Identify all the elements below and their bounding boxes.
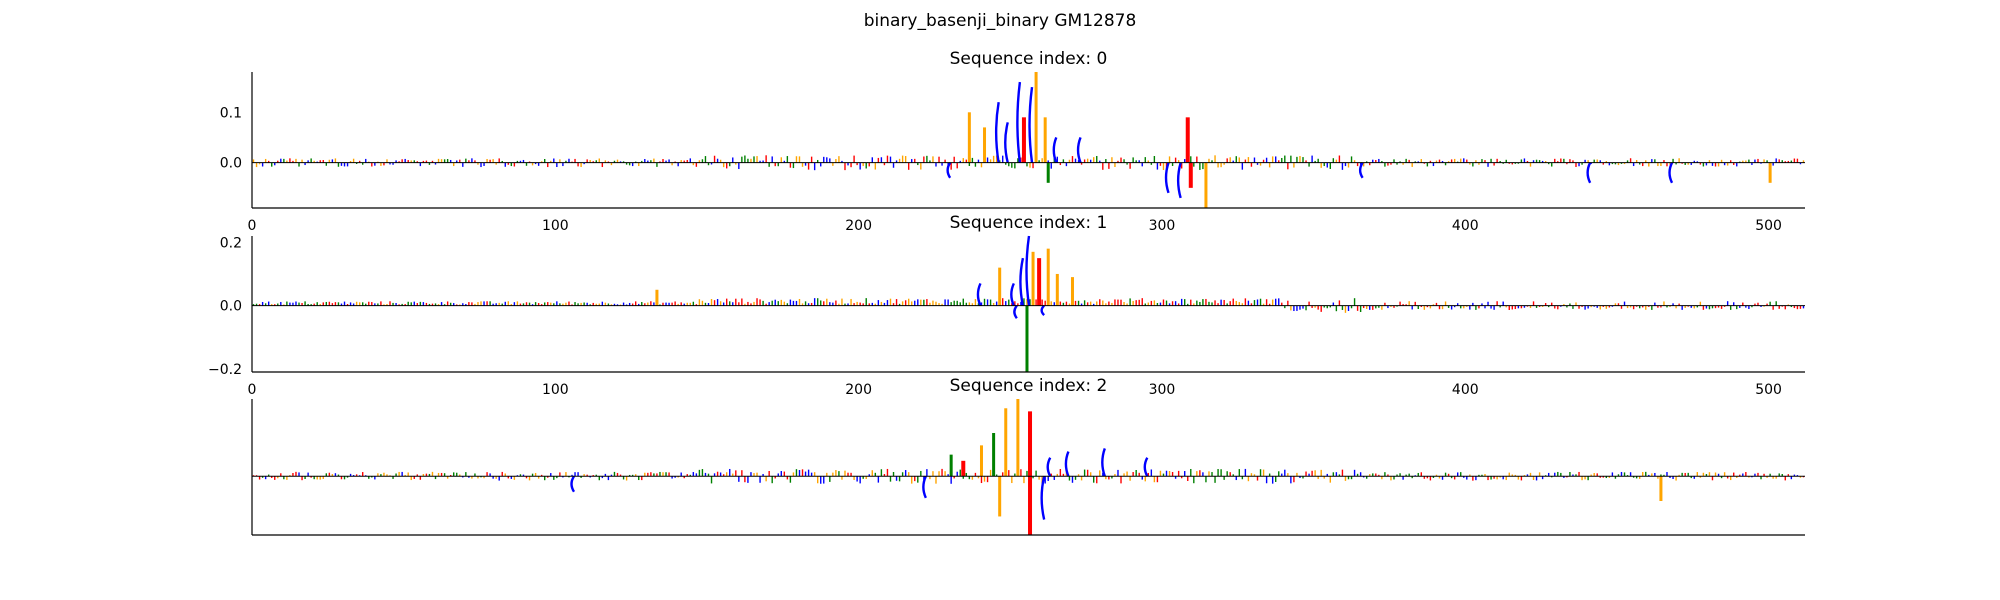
logo-peak-G: [1034, 72, 1038, 163]
panel-title: Sequence index: 1: [950, 213, 1108, 233]
logo-peak-G: [1204, 162, 1208, 208]
logo-peak-G: [1659, 476, 1663, 501]
logo-peak-C: [1358, 162, 1364, 179]
x-tick-label: 500: [1755, 382, 1782, 398]
x-tick-label: 400: [1452, 382, 1479, 398]
logo-peak-T: [1188, 162, 1193, 188]
logo-peak-G: [1031, 251, 1035, 306]
x-tick-label: 400: [1452, 218, 1479, 234]
logo-peak-G: [1768, 162, 1772, 183]
panel-1: Sequence index: 1 0.2 0.0 −0.2 0 100 200 300 400…: [208, 213, 1805, 398]
logo-peak-A: [992, 433, 996, 477]
logo-peak-T: [1028, 476, 1033, 535]
logo-peak-C: [976, 282, 982, 307]
logo-peak-C: [1052, 137, 1058, 164]
panel-title: Sequence index: 2: [950, 376, 1108, 396]
panels: Sequence index: 00.10.00 100 200 300 400 500S…: [208, 49, 1805, 536]
panel-2: Sequence index: 2: [251, 376, 1805, 536]
logo-peak-G: [1043, 117, 1047, 163]
x-tick-label: 300: [1149, 382, 1176, 398]
y-tick-label: 0.2: [220, 235, 242, 251]
panel-title: Sequence index: 0: [950, 49, 1108, 69]
logo-peak-A: [1046, 162, 1050, 183]
panel-0: Sequence index: 0 0.1 0.0 0 100 200 300 400 500: [220, 49, 1805, 234]
logo-peak-T: [1037, 258, 1042, 306]
x-tick-label: 0: [248, 218, 257, 234]
logo-peak-C: [1064, 451, 1070, 477]
logo-peak-G: [1055, 273, 1059, 306]
x-tick-label: 0: [248, 382, 257, 398]
logo-peak-G: [1070, 277, 1074, 306]
logo-peak-G: [979, 445, 983, 477]
logo-peak-C: [1143, 457, 1149, 477]
logo-peak-C: [994, 102, 1000, 163]
y-tick-label: 0.1: [220, 105, 242, 121]
x-tick-label: 200: [845, 218, 872, 234]
logo-peak-C: [946, 162, 952, 179]
logo-peak-C: [1013, 304, 1018, 319]
logo-peak-C: [1076, 137, 1082, 164]
logo-peak-G: [998, 476, 1002, 517]
x-tick-label: 500: [1755, 218, 1782, 234]
logo-peak-C: [1164, 162, 1170, 194]
logo-peak-G: [655, 289, 659, 306]
x-tick-label: 200: [845, 382, 872, 398]
logo-peak-A: [949, 454, 953, 477]
logo-peak-C: [1046, 457, 1052, 477]
logo-peak-G: [998, 267, 1002, 306]
logo-peak-T: [1028, 411, 1033, 477]
logo-peak-G: [1046, 248, 1050, 306]
logo-peak-T: [961, 460, 966, 477]
logo-peak-C: [1101, 448, 1106, 477]
y-tick-label: 0.0: [220, 156, 242, 172]
logo-peak-C: [1019, 257, 1025, 306]
y-tick-label: −0.2: [208, 362, 242, 378]
logo-peak-G: [1016, 399, 1020, 477]
logo-peak-G: [1004, 408, 1008, 477]
figure-title: binary_basenji_binary GM12878: [864, 11, 1137, 31]
logo-peak-C: [922, 475, 927, 499]
logo-peak-G: [983, 127, 987, 163]
logo-peak-T: [1021, 117, 1026, 163]
logo-peak-C: [1025, 235, 1031, 306]
logo-peak-C: [1040, 304, 1046, 316]
logo-peak-C: [1668, 162, 1674, 184]
x-tick-label: 100: [542, 382, 569, 398]
logo-peak-C: [1016, 81, 1022, 163]
logo-peak-C: [1176, 162, 1182, 199]
y-tick-label: 0.0: [220, 299, 242, 315]
logo-peak-C: [570, 475, 576, 493]
logo-peak-A: [1025, 305, 1029, 372]
logo-peak-C: [1010, 282, 1015, 307]
x-tick-label: 300: [1149, 218, 1176, 234]
logo-peak-T: [1185, 117, 1190, 163]
logo-peak-G: [967, 112, 971, 163]
logo-peak-C: [1028, 86, 1034, 163]
logo-peak-C: [1004, 122, 1009, 163]
logo-peak-C: [1586, 162, 1592, 184]
x-tick-label: 100: [542, 218, 569, 234]
logo-peak-C: [1040, 476, 1046, 520]
